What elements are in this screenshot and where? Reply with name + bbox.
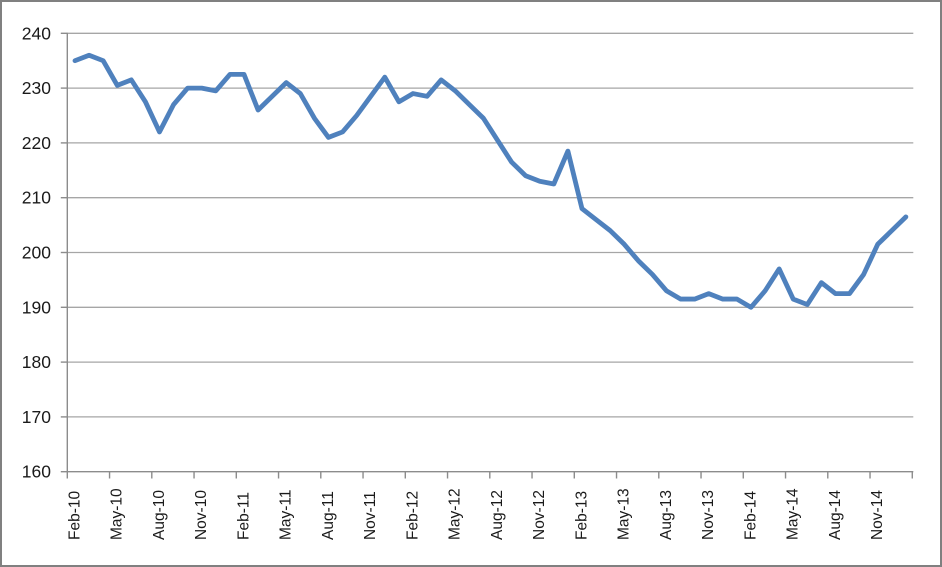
x-axis-label-Aug-10: Aug-10 [151, 490, 168, 540]
x-axis-ticks [66, 471, 913, 479]
y-axis-label-160: 160 [22, 462, 51, 482]
x-axis-label-Nov-13: Nov-13 [700, 490, 717, 540]
y-axis-label-240: 240 [22, 23, 51, 43]
y-axis-label-210: 210 [22, 188, 51, 208]
x-axis-label-Feb-13: Feb-13 [573, 491, 590, 540]
x-axis-label-Feb-12: Feb-12 [404, 491, 421, 540]
x-axis-label-May-13: May-13 [616, 488, 633, 540]
y-axis-label-230: 230 [22, 78, 51, 98]
x-axis-label-Feb-11: Feb-11 [235, 492, 252, 540]
x-axis-label-Aug-12: Aug-12 [489, 490, 506, 540]
x-axis-label-Aug-14: Aug-14 [827, 490, 844, 540]
y-axis-label-170: 170 [22, 407, 51, 427]
y-axis-ticks [60, 32, 68, 473]
y-axis-label-180: 180 [22, 352, 51, 372]
y-axis-labels: 240 230 220 210 200 190 180 170 160 [22, 23, 51, 481]
x-axis-label-Nov-14: Nov-14 [869, 490, 886, 540]
y-axis-label-200: 200 [22, 243, 51, 263]
x-axis-label-May-12: May-12 [447, 488, 464, 540]
x-axis-label-Aug-11: Aug-11 [320, 491, 337, 540]
plot-gridlines [67, 32, 914, 418]
x-axis-label-Nov-10: Nov-10 [193, 490, 210, 540]
x-axis-label-May-14: May-14 [785, 488, 802, 540]
x-axis-labels: Feb-10 May-10 Aug-10 Nov-10 Feb-11 May-11 Aug-… [67, 488, 887, 540]
x-axis-label-Nov-12: Nov-12 [531, 490, 548, 540]
x-axis-label-Nov-11: Nov-11 [362, 491, 379, 540]
y-axis-label-190: 190 [22, 297, 51, 317]
y-axis-label-220: 220 [22, 133, 51, 153]
data-series-line [72, 52, 909, 310]
x-axis-label-May-10: May-10 [109, 488, 126, 540]
x-axis-label-May-11: May-11 [278, 489, 295, 540]
x-axis-label-Aug-13: Aug-13 [658, 490, 675, 540]
x-axis-label-Feb-14: Feb-14 [742, 491, 759, 540]
x-axis-label-Feb-10: Feb-10 [67, 491, 84, 540]
